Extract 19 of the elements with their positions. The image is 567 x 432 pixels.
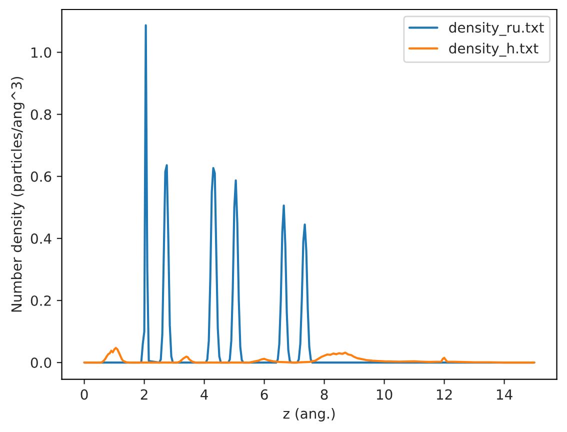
x-tick-label: 2 bbox=[140, 389, 148, 400]
x-tick-label: 6 bbox=[260, 389, 268, 400]
y-tick-label: 1.0 bbox=[32, 47, 52, 58]
x-tick-label: 12 bbox=[436, 389, 452, 400]
line-series bbox=[83, 346, 536, 364]
y-tick-label: 0.2 bbox=[30, 295, 51, 306]
y-tick-label: 0.4 bbox=[30, 233, 52, 244]
x-axis-title: z (ang.) bbox=[283, 408, 335, 422]
y-tick-label: 0.0 bbox=[30, 358, 52, 368]
legend-label: density_h.txt bbox=[449, 42, 538, 57]
y-tick-label: 0.6 bbox=[30, 171, 52, 182]
y-tick-label: 0.8 bbox=[30, 109, 52, 120]
y-axis-title: Number density (particles/ang^3) bbox=[10, 76, 24, 312]
x-tick-label: 8 bbox=[320, 389, 328, 400]
legend-label: density_ru.txt bbox=[449, 22, 544, 36]
x-tick-label: 10 bbox=[376, 389, 392, 400]
x-tick-label: 4 bbox=[200, 389, 208, 400]
x-tick-label: 14 bbox=[496, 389, 512, 400]
x-tick-label: 0 bbox=[80, 389, 88, 400]
